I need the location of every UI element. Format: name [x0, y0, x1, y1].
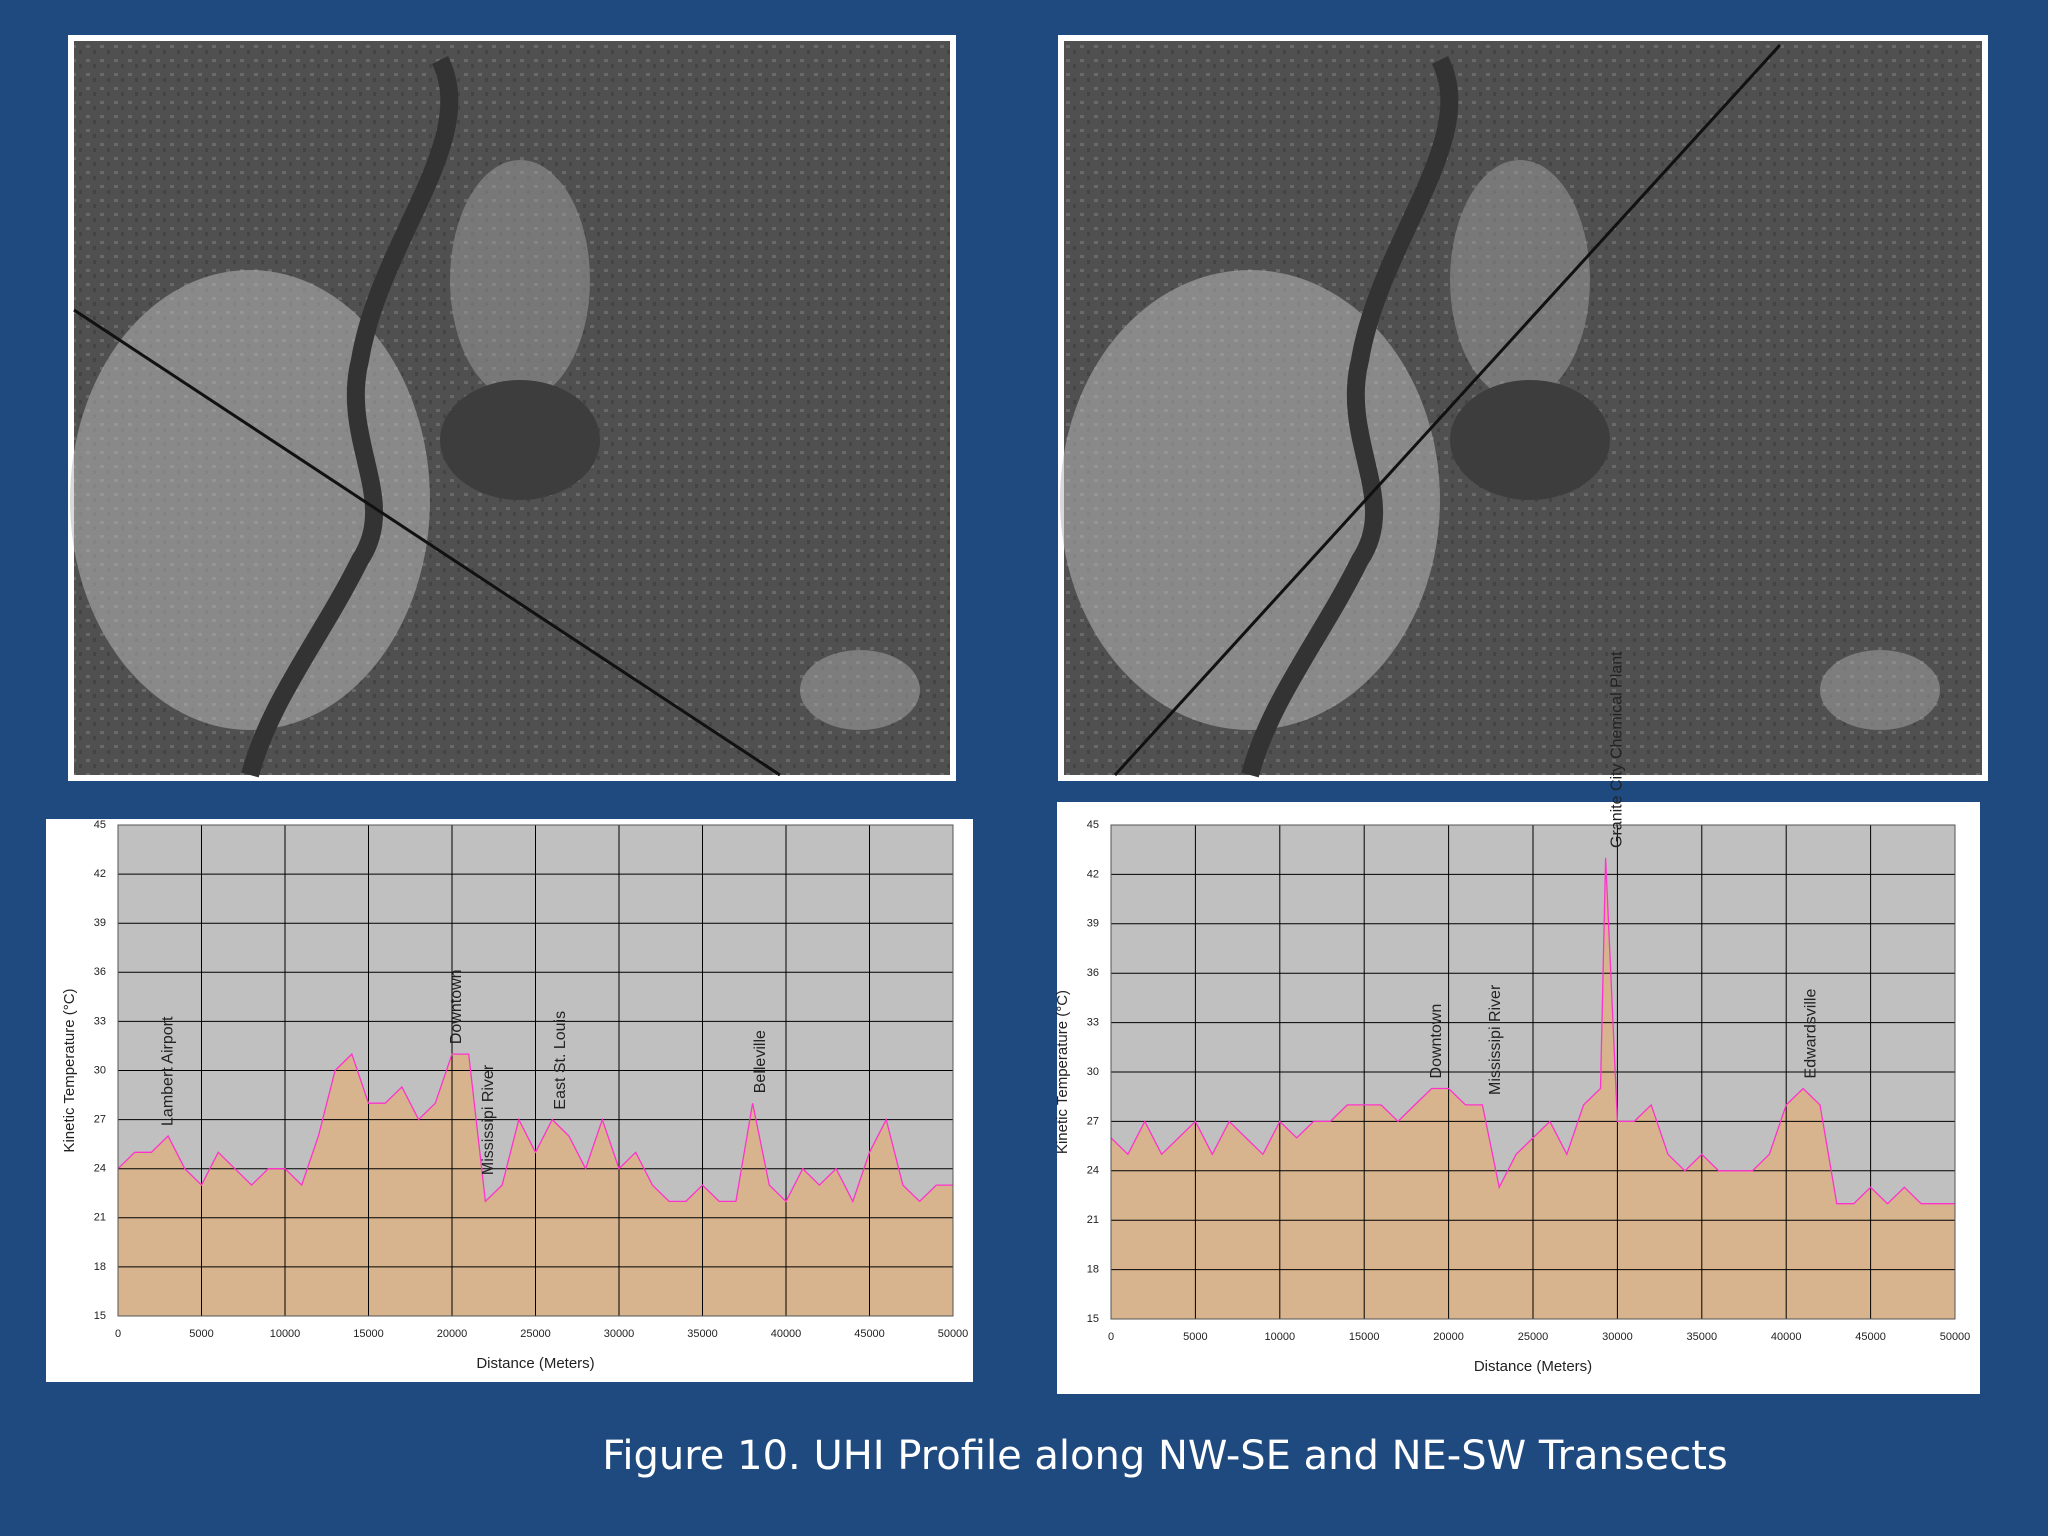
area: [1111, 857, 1955, 1319]
x-axis-title: Distance (Meters): [1474, 1358, 1592, 1375]
x-tick-label: 25000: [520, 1328, 551, 1340]
annotation: Mississipi River: [480, 1064, 497, 1175]
x-tick-label: 25000: [1518, 1331, 1549, 1343]
x-tick-label: 10000: [270, 1328, 301, 1340]
x-tick-label: 50000: [1940, 1331, 1971, 1343]
y-tick-label: 21: [1087, 1214, 1099, 1226]
line: [117, 1052, 953, 1204]
y-axis-title: Kinetic Temperature (°C): [61, 988, 78, 1152]
y-tick-label: 45: [94, 819, 106, 831]
y-tick-label: 30: [94, 1064, 106, 1076]
x-tick-label: 15000: [353, 1328, 384, 1340]
y-tick-label: 33: [1087, 1017, 1099, 1029]
y-tick-label: 42: [94, 868, 106, 880]
y-tick-label: 39: [1087, 918, 1099, 930]
x-tick-label: 20000: [1433, 1331, 1464, 1343]
y-tick-label: 45: [1087, 819, 1099, 831]
x-tick-label: 0: [1108, 1331, 1114, 1343]
y-tick-label: 21: [94, 1212, 106, 1224]
y-tick-label: 36: [1087, 967, 1099, 979]
satellite-image-right: [1058, 35, 1988, 781]
x-tick-label: 35000: [687, 1328, 718, 1340]
y-tick-label: 27: [94, 1114, 106, 1126]
x-tick-label: 10000: [1265, 1331, 1296, 1343]
plot-frame: [117, 824, 954, 1317]
y-tick-label: 27: [1087, 1115, 1099, 1127]
x-tick-label: 0: [115, 1328, 121, 1340]
x-tick-label: 5000: [189, 1328, 213, 1340]
y-tick-label: 30: [1087, 1066, 1099, 1078]
plot-frame: [1110, 824, 1956, 1320]
y-tick-label: 36: [94, 966, 106, 978]
x-tick-label: 45000: [854, 1328, 885, 1340]
annotation: Downtown: [448, 969, 465, 1044]
line: [1110, 857, 1955, 1205]
annotation: Downtown: [1428, 1004, 1445, 1079]
x-tick-label: 5000: [1183, 1331, 1207, 1343]
annotation: Mississipi River: [1487, 984, 1504, 1095]
annotation: Edwardsville: [1803, 989, 1820, 1079]
caption: Figure 10. UHI Profile along NW-SE and N…: [602, 1433, 1727, 1479]
y-tick-label: 18: [94, 1261, 106, 1273]
annotation: Lambert Airport: [159, 1016, 176, 1126]
y-tick-label: 18: [1087, 1264, 1099, 1276]
annotation: Granite City Chemical Plant: [1609, 651, 1626, 848]
y-tick-label: 33: [94, 1015, 106, 1027]
y-tick-label: 24: [94, 1163, 106, 1175]
x-tick-label: 20000: [437, 1328, 468, 1340]
y-axis-title: Kinetic Temperature (°C): [1054, 990, 1071, 1154]
x-tick-label: 30000: [1602, 1331, 1633, 1343]
satellite-image-left: [68, 35, 956, 781]
y-tick-label: 15: [94, 1310, 106, 1322]
x-axis-title: Distance (Meters): [476, 1355, 594, 1372]
x-tick-label: 40000: [1771, 1331, 1802, 1343]
y-tick-label: 42: [1087, 868, 1099, 880]
x-tick-label: 50000: [938, 1328, 969, 1340]
y-tick-label: 15: [1087, 1313, 1099, 1325]
y-tick-label: 24: [1087, 1165, 1099, 1177]
annotation: East St. Louis: [552, 1011, 569, 1110]
x-tick-label: 15000: [1349, 1331, 1380, 1343]
annotation: Belleville: [752, 1030, 769, 1093]
x-tick-label: 35000: [1687, 1331, 1718, 1343]
x-tick-label: 30000: [604, 1328, 635, 1340]
y-tick-label: 39: [94, 917, 106, 929]
x-tick-label: 45000: [1855, 1331, 1886, 1343]
x-tick-label: 40000: [771, 1328, 802, 1340]
